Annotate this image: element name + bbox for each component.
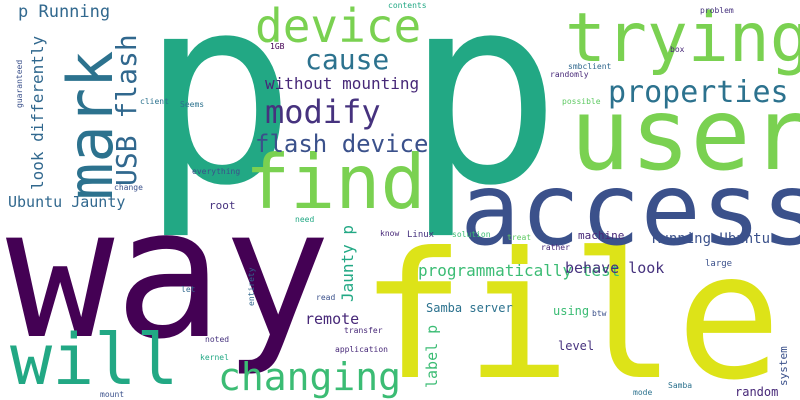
cloud-word-box: box — [670, 45, 685, 54]
cloud-word-access: access — [460, 151, 800, 268]
cloud-word-application: application — [335, 345, 388, 354]
cloud-word-will: will — [10, 319, 179, 400]
cloud-word-cause: cause — [305, 43, 390, 76]
cloud-word-samba-server: Samba server — [426, 301, 513, 315]
cloud-word-smbclient: smbclient — [568, 62, 612, 71]
cloud-word-problem: problem — [700, 6, 734, 15]
cloud-word-look-differently: look differently — [28, 35, 47, 190]
cloud-word-user: user — [570, 76, 800, 193]
cloud-word-possible: possible — [562, 97, 601, 106]
cloud-word-modify: modify — [265, 93, 381, 131]
cloud-word-behave-look: behave look — [565, 259, 665, 277]
cloud-word-need: need — [295, 215, 315, 224]
cloud-word-let: let — [181, 285, 196, 294]
cloud-word-system: system — [777, 346, 790, 386]
cloud-word-machine: machine — [578, 229, 625, 242]
cloud-word-using: using — [553, 304, 590, 318]
cloud-word-random: random — [735, 385, 779, 399]
cloud-word-read: read — [316, 293, 336, 302]
cloud-word-running-ubuntu: Running Ubuntu — [652, 231, 771, 247]
cloud-word-seems: Seems — [180, 100, 205, 109]
cloud-word-flash-device: flash device — [255, 130, 429, 158]
cloud-word-ubuntu-jaunty: Ubuntu Jaunty — [8, 193, 126, 211]
cloud-word-randomly: randomly — [550, 70, 589, 79]
cloud-word-way: way — [6, 170, 332, 379]
cloud-word-large: large — [705, 259, 733, 269]
cloud-word-noted: noted — [205, 335, 230, 344]
cloud-word-btw: btw — [592, 309, 607, 318]
cloud-word-p-running: p Running — [18, 2, 111, 22]
cloud-word-changing: changing — [218, 355, 402, 399]
cloud-word-p-large-right: p — [405, 0, 562, 243]
cloud-word-solution: solution — [452, 230, 491, 239]
cloud-word-file: file — [360, 216, 782, 400]
cloud-word-1gb: 1GB — [270, 42, 285, 51]
cloud-word-everything: everything — [192, 167, 241, 176]
cloud-word-linux: Linux — [407, 230, 435, 240]
cloud-word-change: change — [114, 183, 143, 192]
cloud-word-guaranteed: guaranteed — [15, 59, 24, 108]
cloud-word-samba: Samba — [668, 381, 693, 390]
cloud-word-usb-flash: USB flash — [110, 34, 143, 186]
cloud-word-entirety: entirety — [247, 267, 256, 306]
cloud-word-treat: treat — [507, 233, 532, 242]
cloud-word-level: level — [558, 339, 595, 353]
cloud-word-kernel: kernel — [200, 353, 229, 362]
cloud-word-contents: contents — [388, 1, 427, 10]
cloud-word-properties: properties — [608, 75, 789, 110]
cloud-word-root: root — [209, 199, 236, 212]
cloud-word-know: know — [380, 229, 400, 238]
cloud-word-trying: trying — [565, 0, 800, 78]
cloud-word-mode: mode — [633, 388, 653, 397]
cloud-word-device: device — [255, 0, 422, 53]
cloud-word-label-p: label p — [423, 324, 441, 388]
cloud-word-programmatically-test: programmatically test — [418, 261, 621, 280]
cloud-word-client: client — [140, 97, 169, 106]
cloud-word-rather: rather — [541, 243, 570, 252]
cloud-word-remote: remote — [305, 310, 360, 328]
cloud-word-without-mounting: without mounting — [265, 74, 420, 93]
cloud-word-transfer: transfer — [344, 326, 383, 335]
cloud-word-p-large-left: p — [140, 0, 297, 243]
cloud-word-jaunty-p: Jaunty p — [338, 224, 357, 302]
cloud-word-mount: mount — [100, 390, 125, 399]
cloud-word-find: find — [245, 138, 426, 226]
